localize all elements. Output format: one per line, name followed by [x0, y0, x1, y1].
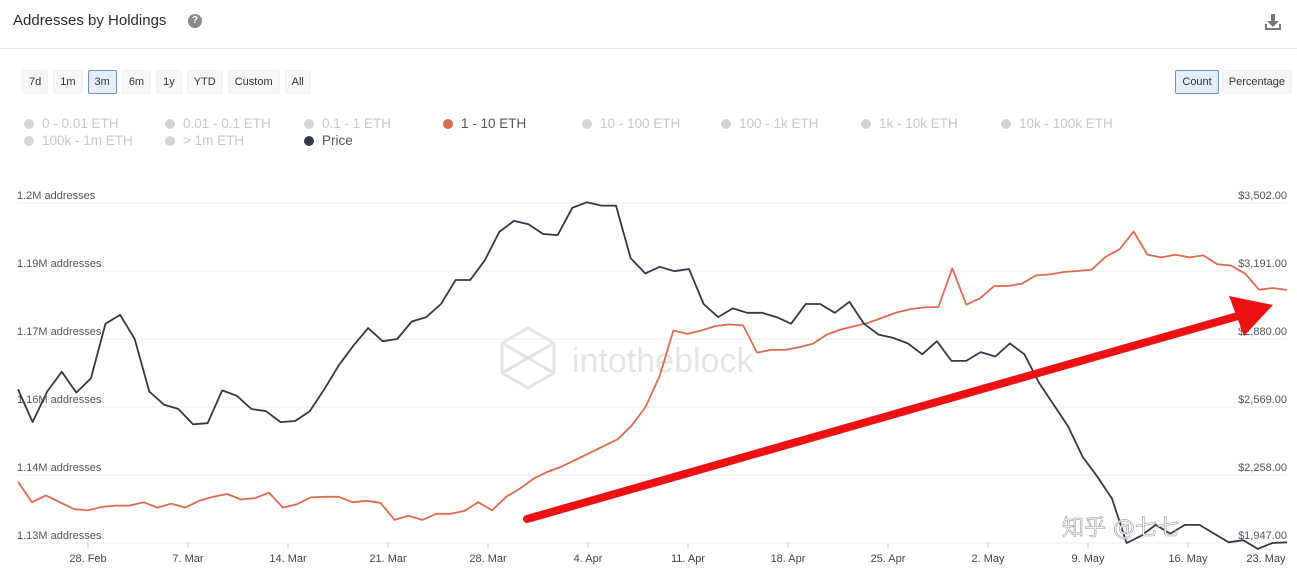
- legend-label: 1k - 10k ETH: [879, 116, 958, 131]
- legend-label: 10k - 100k ETH: [1019, 116, 1113, 131]
- y-right-tick-label: $2,258.00: [1238, 462, 1287, 474]
- annotation-layer: [523, 296, 1273, 523]
- x-tick-label: 28. Feb: [69, 553, 106, 565]
- display-mode-selector: Count Percentage: [1175, 70, 1292, 94]
- y-left-tick-label: 1.17M addresses: [17, 326, 102, 338]
- series-layer: [17, 201, 1288, 550]
- x-tick-label: 23. May: [1246, 553, 1286, 565]
- legend-item[interactable]: 0 - 0.01 ETH: [24, 116, 119, 131]
- x-tick-label: 16. May: [1168, 553, 1208, 565]
- y-left-tick-label: 1.13M addresses: [17, 530, 102, 542]
- range-button-all[interactable]: All: [284, 70, 311, 94]
- legend-dot-icon: [165, 136, 175, 146]
- y-right-tick-label: $1,947.00: [1238, 530, 1287, 542]
- legend-item[interactable]: 0.1 - 1 ETH: [304, 116, 391, 131]
- legend-item[interactable]: 1 - 10 ETH: [443, 116, 526, 131]
- annotation-arrow-head: [1229, 296, 1273, 336]
- legend-label: 100k - 1m ETH: [42, 133, 133, 148]
- legend-item[interactable]: 10 - 100 ETH: [582, 116, 680, 131]
- legend-label: 100 - 1k ETH: [739, 116, 819, 131]
- download-icon[interactable]: [1263, 12, 1283, 32]
- range-button-3m[interactable]: 3m: [87, 70, 117, 94]
- legend-dot-icon: [165, 119, 175, 129]
- legend-dot-icon: [1001, 119, 1011, 129]
- panel-header: Addresses by Holdings ?: [0, 0, 1297, 49]
- y-axis-left: 1.2M addresses 1.19M addresses 1.17M addre…: [17, 190, 102, 542]
- x-tick-label: 25. Apr: [871, 553, 906, 565]
- range-button-1y[interactable]: 1y: [156, 70, 182, 94]
- y-left-tick-label: 1.2M addresses: [17, 190, 96, 202]
- y-left-tick-label: 1.19M addresses: [17, 258, 102, 270]
- range-button-7d[interactable]: 7d: [22, 70, 49, 94]
- x-tick-label: 18. Apr: [771, 553, 806, 565]
- series-line-1: [17, 201, 1288, 550]
- range-button-6m[interactable]: 6m: [121, 70, 152, 94]
- legend-dot-icon: [304, 136, 314, 146]
- overlay-text: 知乎 @七七: [1062, 516, 1179, 541]
- legend-item[interactable]: 100k - 1m ETH: [24, 133, 133, 148]
- range-button-1m[interactable]: 1m: [53, 70, 83, 94]
- legend-label: 0 - 0.01 ETH: [42, 116, 119, 131]
- legend-item[interactable]: Price: [304, 133, 353, 148]
- legend-dot-icon: [582, 119, 592, 129]
- legend-dot-icon: [304, 119, 314, 129]
- legend-label: 0.01 - 0.1 ETH: [183, 116, 271, 131]
- legend-item[interactable]: > 1m ETH: [165, 133, 244, 148]
- watermark-logo-line: [501, 341, 555, 375]
- annotation-arrow-shaft: [523, 312, 1242, 523]
- mode-button-count[interactable]: Count: [1175, 70, 1219, 94]
- legend-label: 1 - 10 ETH: [461, 116, 527, 131]
- legend-dot-icon: [24, 136, 34, 146]
- watermark-logo: [500, 326, 556, 390]
- y-left-tick-label: 1.14M addresses: [17, 462, 102, 474]
- legend-dot-icon: [443, 119, 453, 129]
- legend-item[interactable]: 0.01 - 0.1 ETH: [165, 116, 271, 131]
- time-range-selector: 7d 1m 3m 6m 1y YTD Custom All: [22, 70, 311, 94]
- x-tick-label: 7. Mar: [172, 553, 204, 565]
- x-tick-label: 14. Mar: [269, 553, 307, 565]
- x-tick-label: 4. Apr: [574, 553, 603, 565]
- legend-item[interactable]: 10k - 100k ETH: [1001, 116, 1113, 131]
- legend-item[interactable]: 1k - 10k ETH: [861, 116, 958, 131]
- range-button-custom[interactable]: Custom: [227, 70, 280, 94]
- y-right-tick-label: $3,502.00: [1238, 190, 1287, 202]
- x-tick-label: 2. May: [971, 553, 1005, 565]
- legend-label: 10 - 100 ETH: [600, 116, 681, 131]
- legend-label: 0.1 - 1 ETH: [322, 116, 392, 131]
- y-left-tick-label: 1.16M addresses: [17, 394, 102, 406]
- x-axis: 28. Feb 7. Mar 14. Mar 21. Mar 28. Mar 4. Apr…: [69, 543, 1286, 565]
- x-tick-label: 21. Mar: [369, 553, 407, 565]
- legend-dot-icon: [24, 119, 34, 129]
- page-title: Addresses by Holdings: [13, 12, 167, 29]
- legend-label: > 1m ETH: [183, 133, 245, 148]
- y-right-tick-label: $2,569.00: [1238, 394, 1287, 406]
- legend-dot-icon: [861, 119, 871, 129]
- range-button-ytd[interactable]: YTD: [186, 70, 223, 94]
- x-tick-label: 9. May: [1071, 553, 1105, 565]
- legend-dot-icon: [721, 119, 731, 129]
- legend-item[interactable]: 100 - 1k ETH: [721, 116, 819, 131]
- x-tick-label: 28. Mar: [469, 553, 507, 565]
- y-right-tick-label: $3,191.00: [1238, 258, 1287, 270]
- mode-button-percentage[interactable]: Percentage: [1221, 70, 1292, 94]
- legend-label: Price: [322, 133, 353, 148]
- y-axis-right: $3,502.00$3,191.00$2,880.00$2,569.00$2,2…: [1238, 190, 1287, 542]
- question-circle-icon[interactable]: ?: [188, 14, 202, 28]
- x-tick-label: 11. Apr: [671, 553, 705, 565]
- series-line-0: [17, 230, 1288, 521]
